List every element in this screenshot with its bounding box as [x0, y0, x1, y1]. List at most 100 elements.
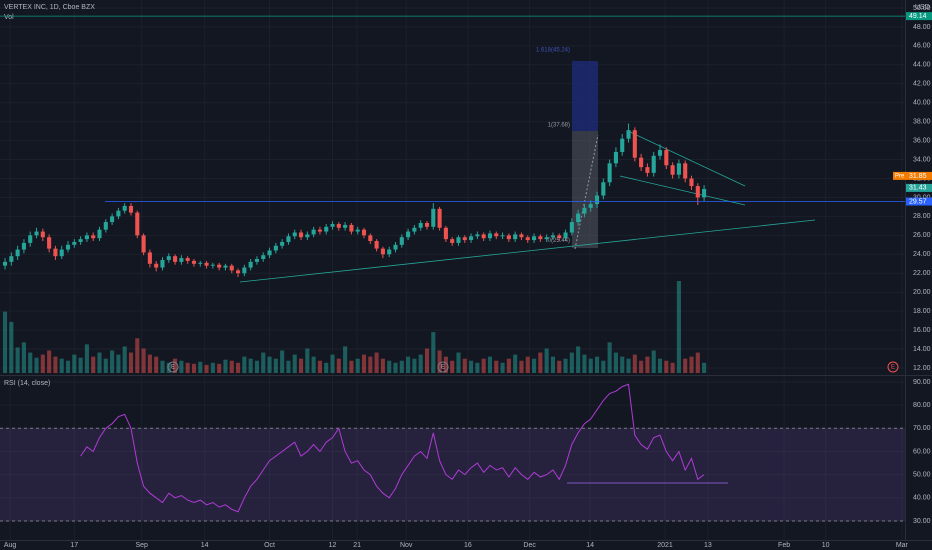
candle-body: [28, 235, 33, 243]
candle-body: [519, 234, 524, 238]
volume-bar: [267, 356, 272, 373]
volume-bar: [462, 358, 467, 373]
candle-body: [588, 204, 593, 208]
volume-bar: [273, 358, 278, 373]
volume-bar: [28, 352, 33, 373]
volume-bar: [380, 358, 385, 373]
candle-body: [65, 244, 71, 250]
volume-bar: [236, 362, 241, 373]
candle-body: [657, 150, 663, 156]
price-label: 49.14: [909, 13, 927, 20]
candle-body: [355, 229, 360, 232]
volume-bar: [34, 357, 39, 373]
x-tick-label: 13: [704, 542, 712, 549]
candle-body: [324, 226, 329, 232]
rsi-tick-label: 50.00: [913, 471, 931, 478]
candle-body: [179, 258, 184, 262]
candle-body: [59, 249, 64, 257]
volume-bar: [657, 358, 663, 373]
candle-body: [550, 235, 555, 238]
candle-body: [424, 223, 430, 227]
x-tick-label: 21: [353, 542, 361, 549]
price-label-box: [906, 12, 932, 21]
volume-bar: [481, 358, 486, 373]
volume-bar: [280, 350, 285, 373]
rsi-tick-label: 70.00: [913, 425, 931, 432]
volume-bar: [47, 350, 52, 373]
price-label-box: [906, 183, 932, 192]
candle-body: [97, 229, 102, 239]
candle-body: [563, 232, 568, 239]
price-label-box: [906, 171, 932, 180]
volume-bar: [664, 360, 669, 373]
x-tick-label: 14: [201, 542, 209, 549]
symbol-title: VERTEX INC, 1D, Cboe BZX: [4, 4, 95, 11]
candle-body: [607, 163, 612, 183]
y-tick-label: 12.00: [913, 365, 931, 372]
volume-bar: [620, 356, 625, 373]
candle-body: [135, 212, 140, 236]
volume-bar: [538, 352, 543, 373]
volume-bar: [72, 354, 77, 373]
volume-bar: [399, 360, 404, 373]
y-tick-label: 18.00: [913, 308, 931, 315]
x-tick-label: 12: [329, 542, 337, 549]
candle-body: [437, 208, 442, 228]
rsi-tick-label: 30.00: [913, 518, 931, 525]
candle-body: [645, 167, 650, 173]
candle-body: [47, 237, 52, 249]
volume-bar: [122, 346, 127, 373]
volume-bar: [525, 356, 530, 373]
volume-bar: [311, 356, 316, 373]
volume-bar: [166, 362, 171, 373]
volume-bar: [406, 356, 411, 373]
range-zone: [572, 131, 598, 248]
y-tick-label: 50.00: [913, 5, 931, 12]
volume-bar: [651, 350, 656, 373]
rsi-tick-label: 80.00: [913, 402, 931, 409]
candle-body: [147, 252, 152, 264]
candle-body: [676, 163, 681, 175]
y-tick-label: 44.00: [913, 62, 931, 69]
volume-bar: [576, 346, 581, 373]
fib-label: 1(37.68): [548, 122, 570, 128]
volume-bar: [147, 354, 152, 373]
volume-bar: [330, 354, 335, 373]
volume-bar: [544, 348, 549, 373]
candle-body: [236, 270, 241, 274]
y-tick-label: 34.00: [913, 156, 931, 163]
fib-label: 0(25.44): [548, 238, 570, 244]
y-tick-label: 28.00: [913, 213, 931, 220]
candle-body: [343, 224, 348, 228]
volume-bar: [53, 356, 58, 373]
candle-body: [273, 245, 278, 251]
volume-bar: [506, 358, 511, 373]
candle-body: [160, 259, 165, 268]
candle-body: [103, 222, 108, 230]
volume-bar: [475, 362, 480, 373]
volume-bar: [450, 360, 455, 373]
earnings-label: E: [441, 365, 445, 371]
candle-body: [286, 236, 291, 242]
candle-body: [683, 163, 688, 179]
volume-bar: [248, 358, 253, 373]
candle-body: [141, 235, 146, 253]
volume-bar: [670, 362, 675, 373]
price-label: 31.85: [909, 173, 927, 180]
volume-bar: [563, 358, 568, 373]
candle-body: [620, 138, 625, 152]
candle-body: [475, 234, 480, 237]
volume-bar: [185, 362, 190, 373]
candle-body: [261, 255, 266, 260]
earnings-marker: E: [167, 361, 179, 373]
trend-line: [619, 175, 746, 206]
volume-bar: [298, 358, 304, 373]
grid: [0, 0, 905, 540]
target-zone: [572, 61, 598, 131]
candle-body: [601, 182, 606, 196]
volume-bar: [532, 358, 537, 373]
y-tick-label: 26.00: [913, 232, 931, 239]
candle-body: [494, 233, 499, 237]
